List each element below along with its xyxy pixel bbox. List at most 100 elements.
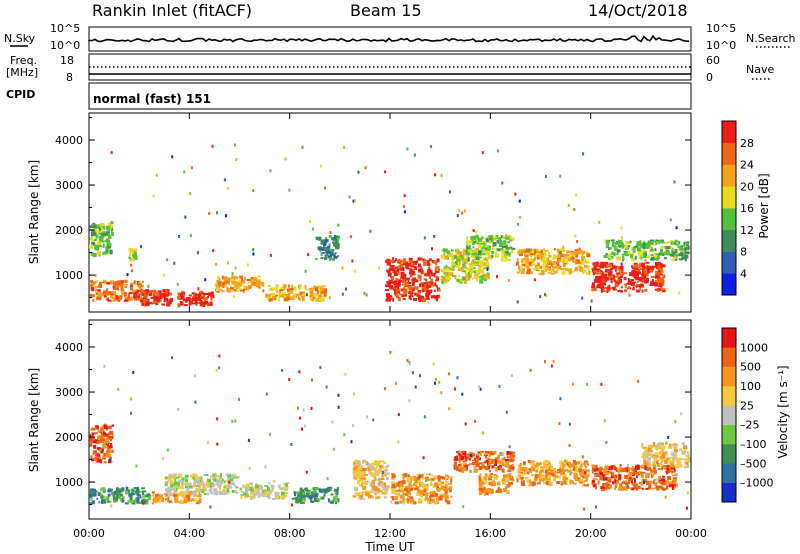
- power-cell: [548, 271, 552, 274]
- velocity-cell: [353, 461, 356, 466]
- power-cell: [148, 291, 153, 296]
- velocity-cell: [650, 445, 654, 449]
- velocity-noise-cell: [422, 456, 425, 460]
- velocity-cell: [583, 484, 588, 487]
- power-cell: [320, 239, 325, 243]
- velocity-cell: [367, 463, 372, 468]
- power-cell: [400, 266, 403, 268]
- power-cell: [647, 278, 649, 283]
- power-cell: [473, 241, 476, 244]
- velocity-cell: [334, 499, 339, 503]
- power-cell: [645, 244, 648, 248]
- velocity-cell: [670, 463, 674, 468]
- velocity-cell: [365, 492, 370, 497]
- power-cell: [396, 290, 401, 294]
- power-cell: [201, 292, 205, 295]
- velocity-cell: [506, 464, 510, 468]
- power-cell: [624, 289, 628, 293]
- velocity-cell: [219, 477, 223, 479]
- power-cell: [327, 245, 331, 249]
- velocity-cell: [475, 460, 479, 463]
- velocity-cell: [518, 474, 521, 477]
- power-cell: [618, 276, 622, 279]
- power-cell: [501, 250, 506, 255]
- power-cell: [681, 256, 686, 260]
- power-cell: [443, 255, 448, 260]
- power-cell: [650, 268, 654, 273]
- power-cell: [685, 251, 690, 255]
- velocity-cell: [573, 473, 578, 477]
- velocity-cell: [672, 458, 677, 461]
- power-cell: [559, 249, 562, 253]
- velocity-noise-cell: [135, 464, 138, 468]
- power-cell: [286, 288, 290, 292]
- power-cell: [607, 257, 612, 260]
- velocity-cell: [628, 476, 632, 479]
- power-cell: [425, 279, 428, 282]
- velocity-cell: [244, 494, 247, 499]
- velocity-cell: [511, 464, 514, 469]
- power-cell: [585, 261, 590, 264]
- velocity-cell: [587, 473, 590, 477]
- power-cell: [107, 248, 110, 253]
- velocity-cell: [673, 443, 678, 446]
- power-cell: [467, 272, 470, 274]
- power-colorbar-swatch: [722, 251, 736, 274]
- power-cell: [515, 261, 519, 266]
- power-cell: [604, 261, 609, 265]
- velocity-cell: [154, 494, 159, 498]
- power-cell: [410, 262, 415, 266]
- velocity-noise-cell: [343, 433, 346, 437]
- power-cell: [414, 268, 417, 271]
- velocity-cell: [654, 452, 657, 454]
- velocity-cell: [364, 490, 367, 494]
- power-cell: [530, 249, 535, 254]
- velocity-noise-cell: [559, 397, 562, 401]
- velocity-cell: [480, 451, 482, 456]
- velocity-cell: [165, 476, 169, 480]
- power-cell: [552, 261, 556, 265]
- velocity-cell: [687, 456, 691, 461]
- power-cell: [94, 286, 99, 289]
- power-cell: [660, 251, 662, 256]
- velocity-cell: [673, 469, 676, 472]
- velocity-cell: [262, 489, 265, 492]
- power-cell: [545, 256, 549, 259]
- power-cell: [602, 275, 607, 278]
- power-cell: [655, 239, 659, 242]
- power-cell: [287, 290, 292, 293]
- power-cell: [407, 286, 410, 291]
- power-cell: [534, 250, 536, 254]
- velocity-colorbar-swatch: [722, 463, 736, 483]
- velocity-cell: [378, 470, 381, 474]
- power-cell: [443, 248, 448, 252]
- velocity-cell: [547, 476, 551, 480]
- velocity-cell: [520, 467, 525, 471]
- power-cell: [649, 244, 652, 249]
- power-noise-cell: [252, 189, 255, 193]
- velocity-cell: [234, 473, 237, 476]
- velocity-cell: [417, 488, 420, 493]
- velocity-noise-cell: [425, 479, 428, 483]
- velocity-cell: [196, 479, 200, 483]
- power-noise-cell: [519, 215, 522, 219]
- power-cell: [107, 299, 112, 302]
- velocity-noise-cell: [568, 422, 571, 426]
- power-cell: [477, 267, 481, 272]
- power-cell: [135, 297, 140, 300]
- power-cell: [250, 277, 255, 280]
- velocity-cell: [380, 460, 383, 463]
- velocity-cell: [535, 469, 539, 473]
- velocity-cell: [437, 488, 442, 491]
- power-cell: [95, 297, 100, 301]
- velocity-cell: [362, 485, 367, 490]
- velocity-cell: [259, 486, 263, 489]
- velocity-noise-cell: [366, 415, 369, 419]
- power-cell: [96, 250, 101, 255]
- power-cell: [611, 274, 615, 278]
- power-cell: [282, 284, 285, 288]
- velocity-noise-cell: [656, 461, 659, 465]
- velocity-cell: [646, 466, 650, 471]
- velocity-cell: [471, 462, 476, 465]
- power-noise-cell: [189, 192, 192, 196]
